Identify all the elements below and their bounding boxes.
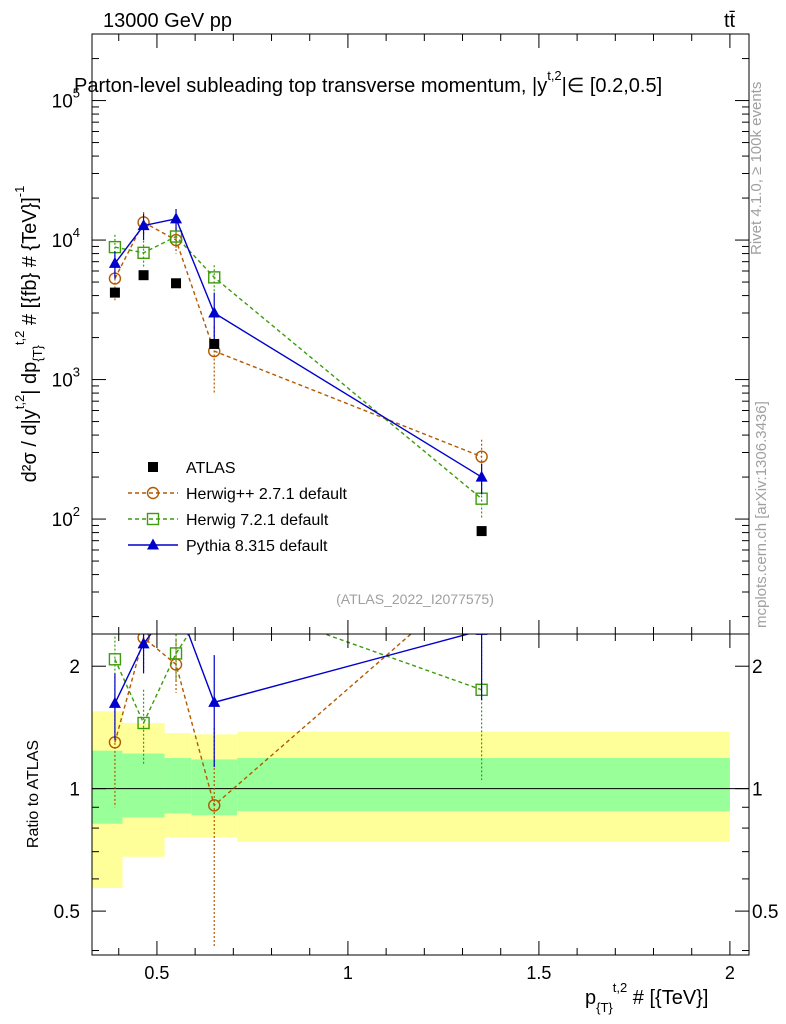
plot-title-tail: |∈ [0.2,0.5] xyxy=(562,75,662,97)
series-point-2 xyxy=(108,256,121,268)
series-line-2 xyxy=(114,218,482,478)
legend: ATLAS Herwig++ 2.7.1 default Herwig 7.2.1 … xyxy=(128,460,348,555)
y-label-sup3: -1 xyxy=(12,186,27,198)
y-tick-label-exp: 2 xyxy=(73,504,80,519)
ratio-inner-band xyxy=(164,757,192,814)
ratio-point-0 xyxy=(208,799,221,812)
y-tick-label-exp: 4 xyxy=(73,225,80,240)
ratio-point-0 xyxy=(476,567,487,578)
legend-label: Herwig 7.2.1 default xyxy=(186,512,329,529)
y-tick-label-base: 10 xyxy=(52,510,73,531)
y-label-main: d²σ / d|y xyxy=(19,409,41,482)
plot-title: Parton-level subleading top transverse m… xyxy=(74,68,662,97)
series-point-2 xyxy=(208,306,221,318)
x-label-sub: {T} xyxy=(596,1000,613,1015)
energy-label: 13000 GeV pp xyxy=(103,10,232,32)
series-point-1 xyxy=(137,246,150,260)
x-tick-label: 0.5 xyxy=(144,963,169,983)
ratio-inner-band xyxy=(122,753,165,818)
x-label-base: p xyxy=(585,987,596,1009)
y-tick-label-base: 10 xyxy=(52,371,73,392)
process-label: tt̄ xyxy=(724,10,736,32)
rivet-label: Rivet 4.1.0, ≥ 100k events xyxy=(748,82,765,255)
y-label-sup1: t,2 xyxy=(12,395,27,409)
x-label-tail: # [{TeV}] xyxy=(627,987,708,1009)
ratio-panel: 0.5 1 1.5 2 0.5 0.5 1 1 2 2 xyxy=(54,567,778,983)
ratio-tick-label: 2 xyxy=(69,657,80,678)
x-tick-label: 2 xyxy=(725,963,735,983)
legend-marker xyxy=(148,462,158,472)
y-axis-label: d²σ / d|yt,2| dp{T}t,2 # [{fb} # {TeV}]-… xyxy=(12,186,45,483)
x-axis-label: p{T}t,2 # [{TeV}] xyxy=(585,980,708,1015)
ratio-inner-band xyxy=(92,750,123,824)
main-plot-area xyxy=(108,208,488,537)
y-label-sub: {T} xyxy=(30,344,45,361)
plot-title-main: Parton-level subleading top transverse m… xyxy=(74,75,547,97)
legend-marker xyxy=(147,538,159,550)
atlas-data-point xyxy=(138,270,149,281)
analysis-id: (ATLAS_2022_I2077575) xyxy=(336,591,494,607)
legend-marker xyxy=(146,486,160,500)
series-point-2 xyxy=(475,470,488,482)
y-tick-label-exp: 3 xyxy=(73,365,80,380)
legend-label: Herwig++ 2.7.1 default xyxy=(186,486,348,503)
y-tick-label-base: 10 xyxy=(52,92,73,113)
ratio-line-2 xyxy=(114,634,471,704)
y-label-sup2: t,2 xyxy=(12,331,27,345)
ratio-tick-label-right: 2 xyxy=(752,657,763,678)
ratio-inner-band xyxy=(191,759,238,816)
ratio-frame xyxy=(91,633,750,956)
ratio-point-2 xyxy=(137,637,150,649)
series-point-2 xyxy=(170,212,183,224)
y-tick-label: 103 xyxy=(52,365,80,392)
series-line-0 xyxy=(114,221,482,458)
ratio-point-1 xyxy=(137,716,150,730)
ratio-tick-label: 0.5 xyxy=(54,902,80,923)
y-label-tail: # [{fb} # {TeV}] xyxy=(19,197,41,330)
y-label-mid: | dp xyxy=(19,362,41,395)
ratio-axis-ticks: 0.5 1 1.5 2 0.5 0.5 1 1 2 2 xyxy=(54,634,778,983)
plot-title-sup: t,2 xyxy=(547,68,561,83)
ratio-point-1 xyxy=(209,589,220,600)
x-tick-label: 1.5 xyxy=(526,963,551,983)
atlas-data-point xyxy=(109,287,120,298)
ratio-y-label: Ratio to ATLAS xyxy=(25,740,42,848)
y-tick-label: 102 xyxy=(52,504,80,531)
series-point-1 xyxy=(169,230,183,243)
series-point-2 xyxy=(137,219,150,231)
ratio-point-1 xyxy=(169,647,183,660)
ratio-point-2 xyxy=(170,594,182,605)
atlas-data-point xyxy=(476,526,487,537)
series-point-1 xyxy=(208,271,221,284)
ratio-tick-label-right: 1 xyxy=(752,780,763,801)
series-point-0 xyxy=(475,450,488,463)
y-tick-label-exp: 5 xyxy=(73,86,80,101)
y-tick-label: 105 xyxy=(52,86,80,113)
atlas-data-point xyxy=(171,278,182,289)
ratio-tick-label: 1 xyxy=(69,780,80,801)
series-line-1 xyxy=(114,235,483,500)
ratio-inner-band xyxy=(237,757,730,812)
legend-label: ATLAS xyxy=(186,460,236,477)
legend-label: Pythia 8.315 default xyxy=(186,538,328,555)
ratio-point-2 xyxy=(208,695,221,707)
ratio-tick-label-right: 0.5 xyxy=(752,902,778,923)
legend-marker xyxy=(146,512,160,526)
ratio-point-1 xyxy=(108,653,122,666)
atlas-data-point xyxy=(209,338,220,349)
x-tick-label: 1 xyxy=(343,963,353,983)
ratio-plot-area xyxy=(92,567,749,947)
y-tick-label-base: 10 xyxy=(52,231,73,252)
x-label-sup: t,2 xyxy=(613,980,627,995)
y-tick-label: 104 xyxy=(52,225,80,252)
ratio-point-2 xyxy=(108,696,121,708)
ratio-point-2 xyxy=(475,634,488,635)
mcplots-label: mcplots.cern.ch [arXiv:1306.3436] xyxy=(753,401,770,628)
